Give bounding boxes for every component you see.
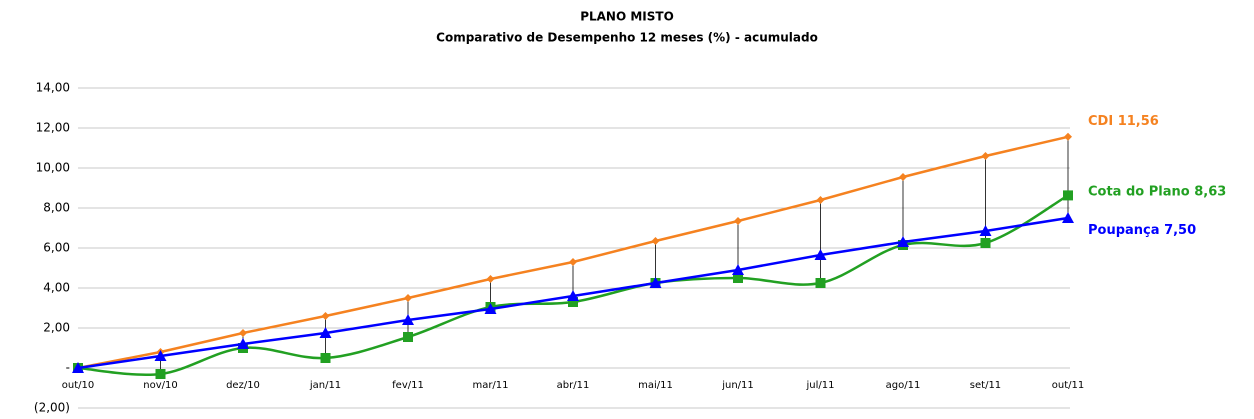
marker	[734, 217, 742, 225]
marker	[239, 329, 247, 337]
end-label: Cota do Plano 8,63	[1088, 184, 1226, 199]
marker	[1062, 212, 1074, 223]
marker	[1064, 132, 1072, 141]
marker	[899, 173, 907, 181]
end-label: Poupança 7,50	[1088, 223, 1196, 238]
marker	[567, 290, 579, 301]
x-tick-label: out/10	[62, 380, 94, 391]
x-tick-label: set/11	[970, 380, 1001, 391]
marker	[403, 332, 413, 342]
series-line	[77, 135, 1069, 370]
marker	[155, 369, 166, 379]
marker	[569, 258, 577, 266]
marker	[649, 277, 662, 288]
y-tick-label: 2,00	[43, 321, 70, 335]
value-label: 11,56	[1118, 113, 1159, 128]
marker	[814, 249, 827, 260]
y-tick-label: -	[66, 361, 70, 375]
y-tick-label: 12,00	[36, 121, 70, 135]
x-tick-label: jan/11	[309, 380, 341, 391]
end-label: CDI 11,56	[1088, 113, 1159, 128]
x-tick-label: mar/11	[472, 380, 508, 391]
series-name: CDI	[1088, 113, 1113, 128]
series-name: Poupança	[1088, 223, 1160, 238]
value-label: 8,63	[1194, 184, 1226, 199]
marker	[402, 314, 414, 325]
y-tick-label: 8,00	[43, 201, 70, 215]
marker	[320, 353, 331, 363]
marker	[733, 273, 743, 283]
x-tick-label: dez/10	[226, 380, 260, 391]
marker	[237, 338, 249, 349]
x-tick-label: mai/11	[638, 380, 673, 391]
marker	[486, 275, 495, 283]
marker	[979, 225, 992, 236]
marker	[816, 196, 825, 204]
marker	[154, 350, 167, 361]
x-tick-label: out/11	[1052, 380, 1084, 391]
x-tick-label: jun/11	[721, 380, 754, 391]
chart-title: PLANO MISTO	[580, 10, 674, 24]
marker	[980, 238, 991, 248]
y-tick-label: (2,00)	[34, 401, 70, 415]
y-tick-label: 10,00	[36, 161, 70, 175]
marker	[1063, 190, 1073, 201]
x-tick-label: nov/10	[143, 380, 177, 391]
marker	[651, 237, 660, 245]
marker	[897, 236, 909, 247]
x-tick-label: fev/11	[392, 380, 424, 391]
marker	[568, 297, 578, 307]
marker	[732, 264, 744, 275]
marker	[404, 294, 412, 302]
series-name: Cota do Plano	[1088, 184, 1190, 199]
marker	[981, 152, 990, 160]
y-tick-label: 14,00	[36, 81, 70, 95]
x-tick-label: abr/11	[557, 380, 590, 391]
y-tick-label: 4,00	[43, 281, 70, 295]
value-label: 7,50	[1164, 223, 1196, 238]
marker	[72, 362, 84, 373]
marker	[484, 303, 497, 314]
x-tick-label: jul/11	[806, 380, 835, 391]
chart-subtitle: Comparativo de Desempenho 12 meses (%) -…	[436, 31, 818, 45]
marker	[815, 278, 826, 288]
y-tick-label: 6,00	[43, 241, 70, 255]
marker	[321, 312, 330, 320]
marker	[319, 327, 332, 338]
x-tick-label: ago/11	[886, 380, 921, 391]
